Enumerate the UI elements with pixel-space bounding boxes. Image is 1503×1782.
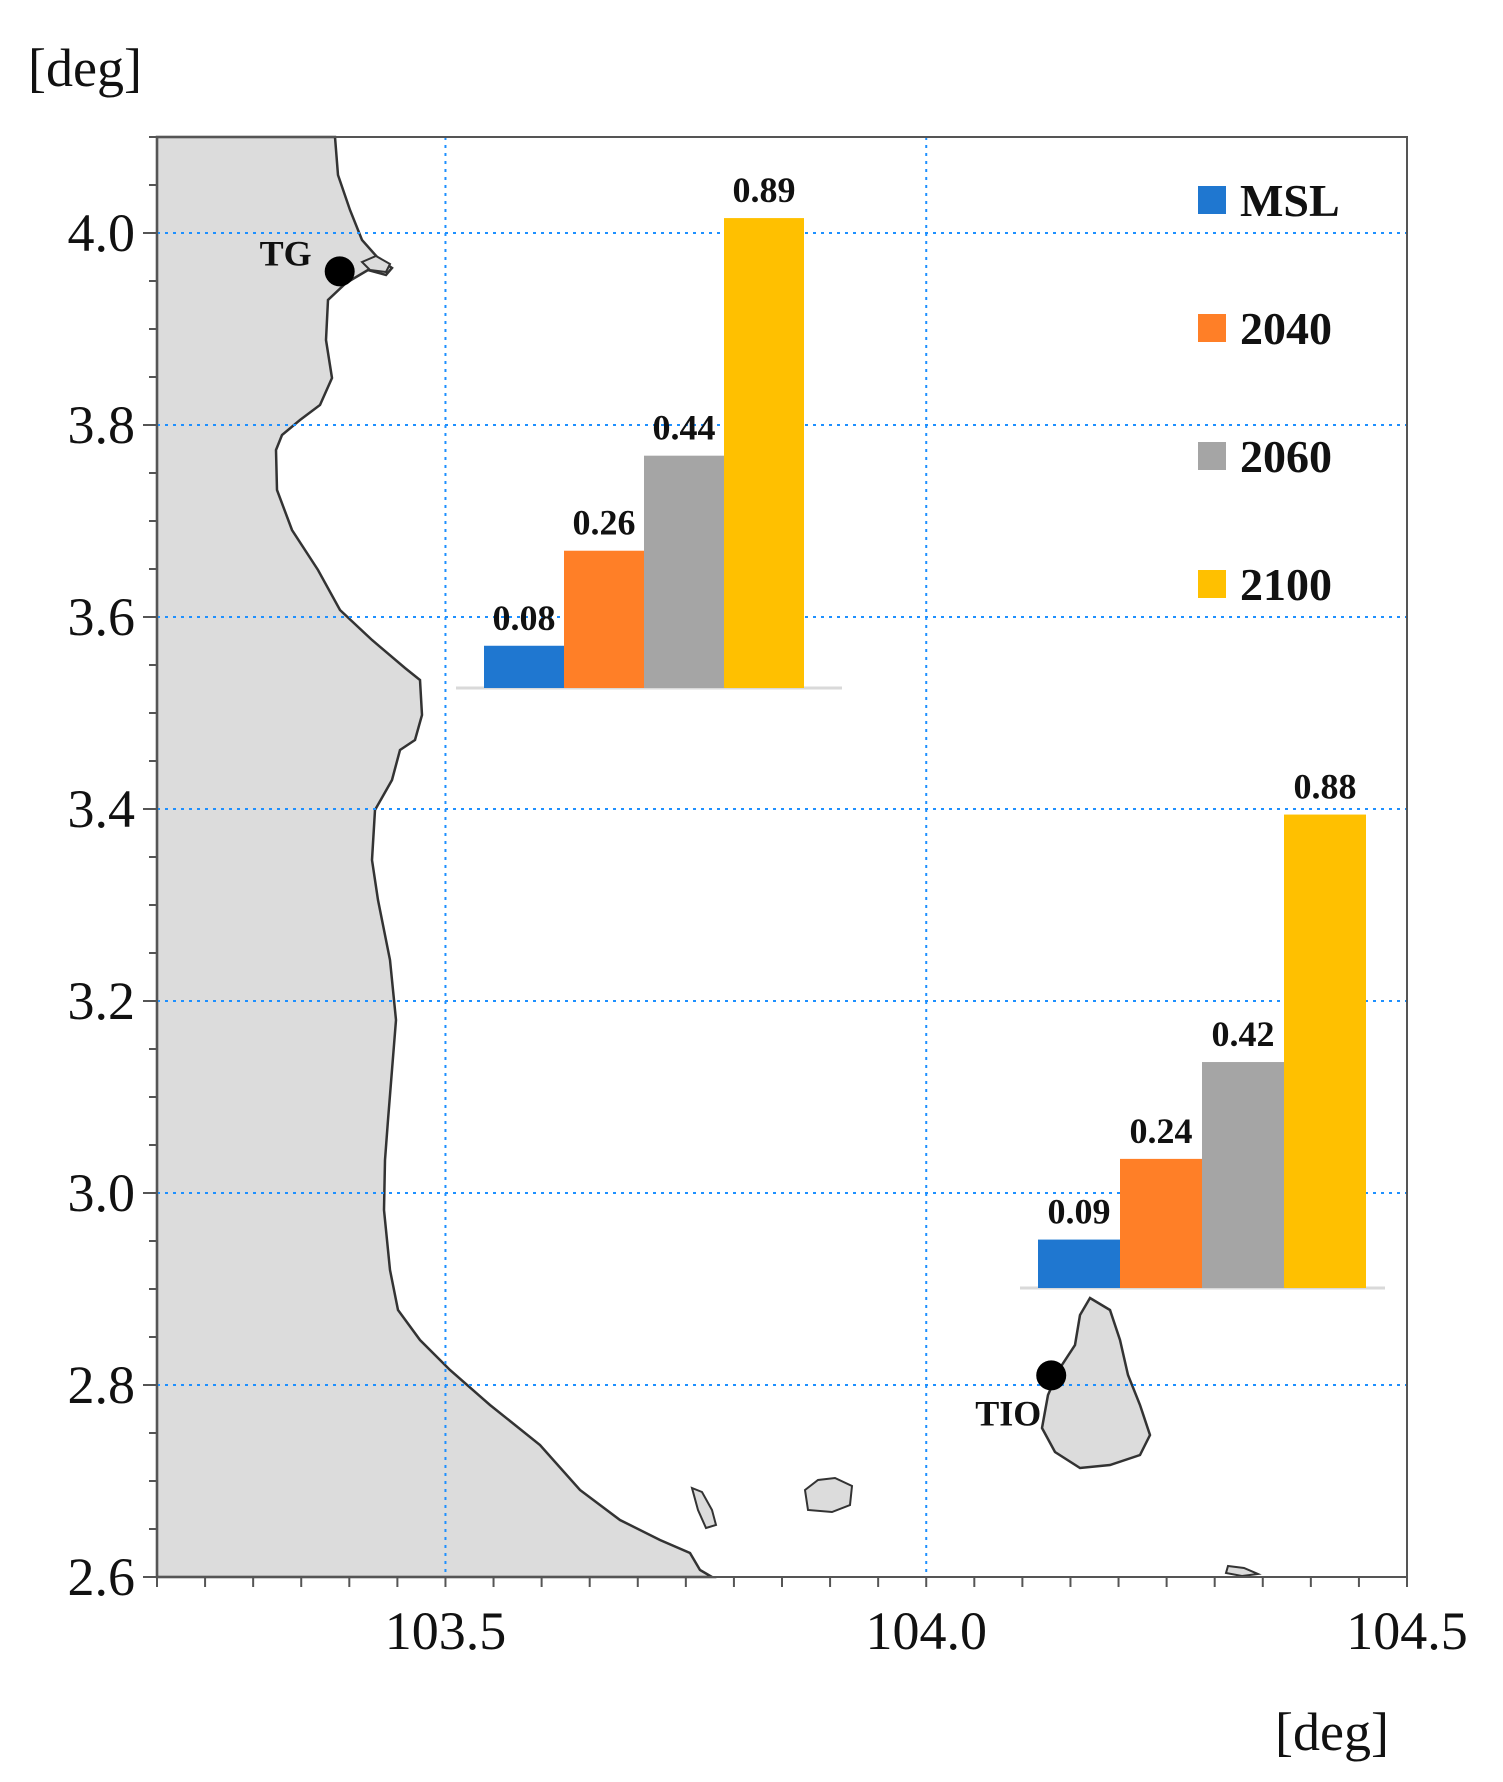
legend-label: 2060 [1240,431,1332,482]
legend-label: MSL [1240,175,1340,226]
stations: TG TIO [260,233,1067,1433]
bar-2060 [644,455,724,688]
bar-2040 [564,550,644,688]
bar-value-label: 0.24 [1130,1111,1193,1151]
bar-msl [1038,1239,1120,1288]
legend-swatch [1198,570,1226,598]
bar-chart-tio: 0.09 0.24 0.42 0.88 [1020,767,1385,1290]
y-tick-label: 3.8 [68,395,136,455]
bar-2040 [1120,1158,1202,1288]
y-tick-label: 2.8 [68,1355,136,1415]
legend-label: 2040 [1240,303,1332,354]
bar-charts: 0.08 0.26 0.44 0.89 0.09 0.24 0.42 0.88 [456,170,1385,1290]
y-tick-label: 3.0 [68,1163,136,1223]
tioman-island [1040,1296,1152,1470]
y-tick-label: 3.6 [68,587,136,647]
small-island-2 [690,1486,718,1530]
bar-2060 [1202,1062,1284,1288]
bar-value-label: 0.88 [1294,767,1357,807]
axes: 2.6 2.8 3.0 3.2 3.4 3.6 3.8 4.0 103.5 104.0 104.5 [68,136,1468,1661]
bar-msl [484,645,564,688]
y-tick-label: 4.0 [68,203,136,263]
x-tick-label: 104.5 [1346,1601,1468,1661]
small-island-1 [803,1476,854,1514]
bar-2100 [724,218,804,688]
y-tick-label: 3.2 [68,971,136,1031]
station-label: TIO [975,1393,1041,1433]
y-tick-label: 2.6 [68,1547,136,1607]
x-tick-label: 104.0 [865,1601,987,1661]
legend-swatch [1198,186,1226,214]
bar-chart-tg: 0.08 0.26 0.44 0.89 [456,170,842,690]
legend-swatch [1198,442,1226,470]
mainland-coast [155,135,717,1579]
legend-label: 2100 [1240,559,1332,610]
legend: MSL 2040 2060 2100 [1198,175,1340,610]
bar-2100 [1284,814,1366,1288]
station-label: TG [260,233,312,273]
tg-headland [360,254,392,274]
bar-value-label: 0.09 [1048,1192,1111,1232]
bar-value-label: 0.26 [573,503,636,543]
station-marker-tg [324,256,355,287]
legend-swatch [1198,314,1226,342]
x-tick-label: 103.5 [385,1601,507,1661]
bar-value-label: 0.08 [493,598,556,638]
land-layer [155,135,1262,1579]
bar-value-label: 0.44 [653,408,716,448]
y-tick-label: 3.4 [68,779,136,839]
station-marker-tio [1036,1360,1067,1391]
x-unit-label: [deg] [1275,1702,1389,1762]
bar-value-label: 0.42 [1212,1014,1275,1054]
bar-value-label: 0.89 [733,170,796,210]
small-island-3 [1224,1564,1262,1578]
y-unit-label: [deg] [28,38,142,98]
